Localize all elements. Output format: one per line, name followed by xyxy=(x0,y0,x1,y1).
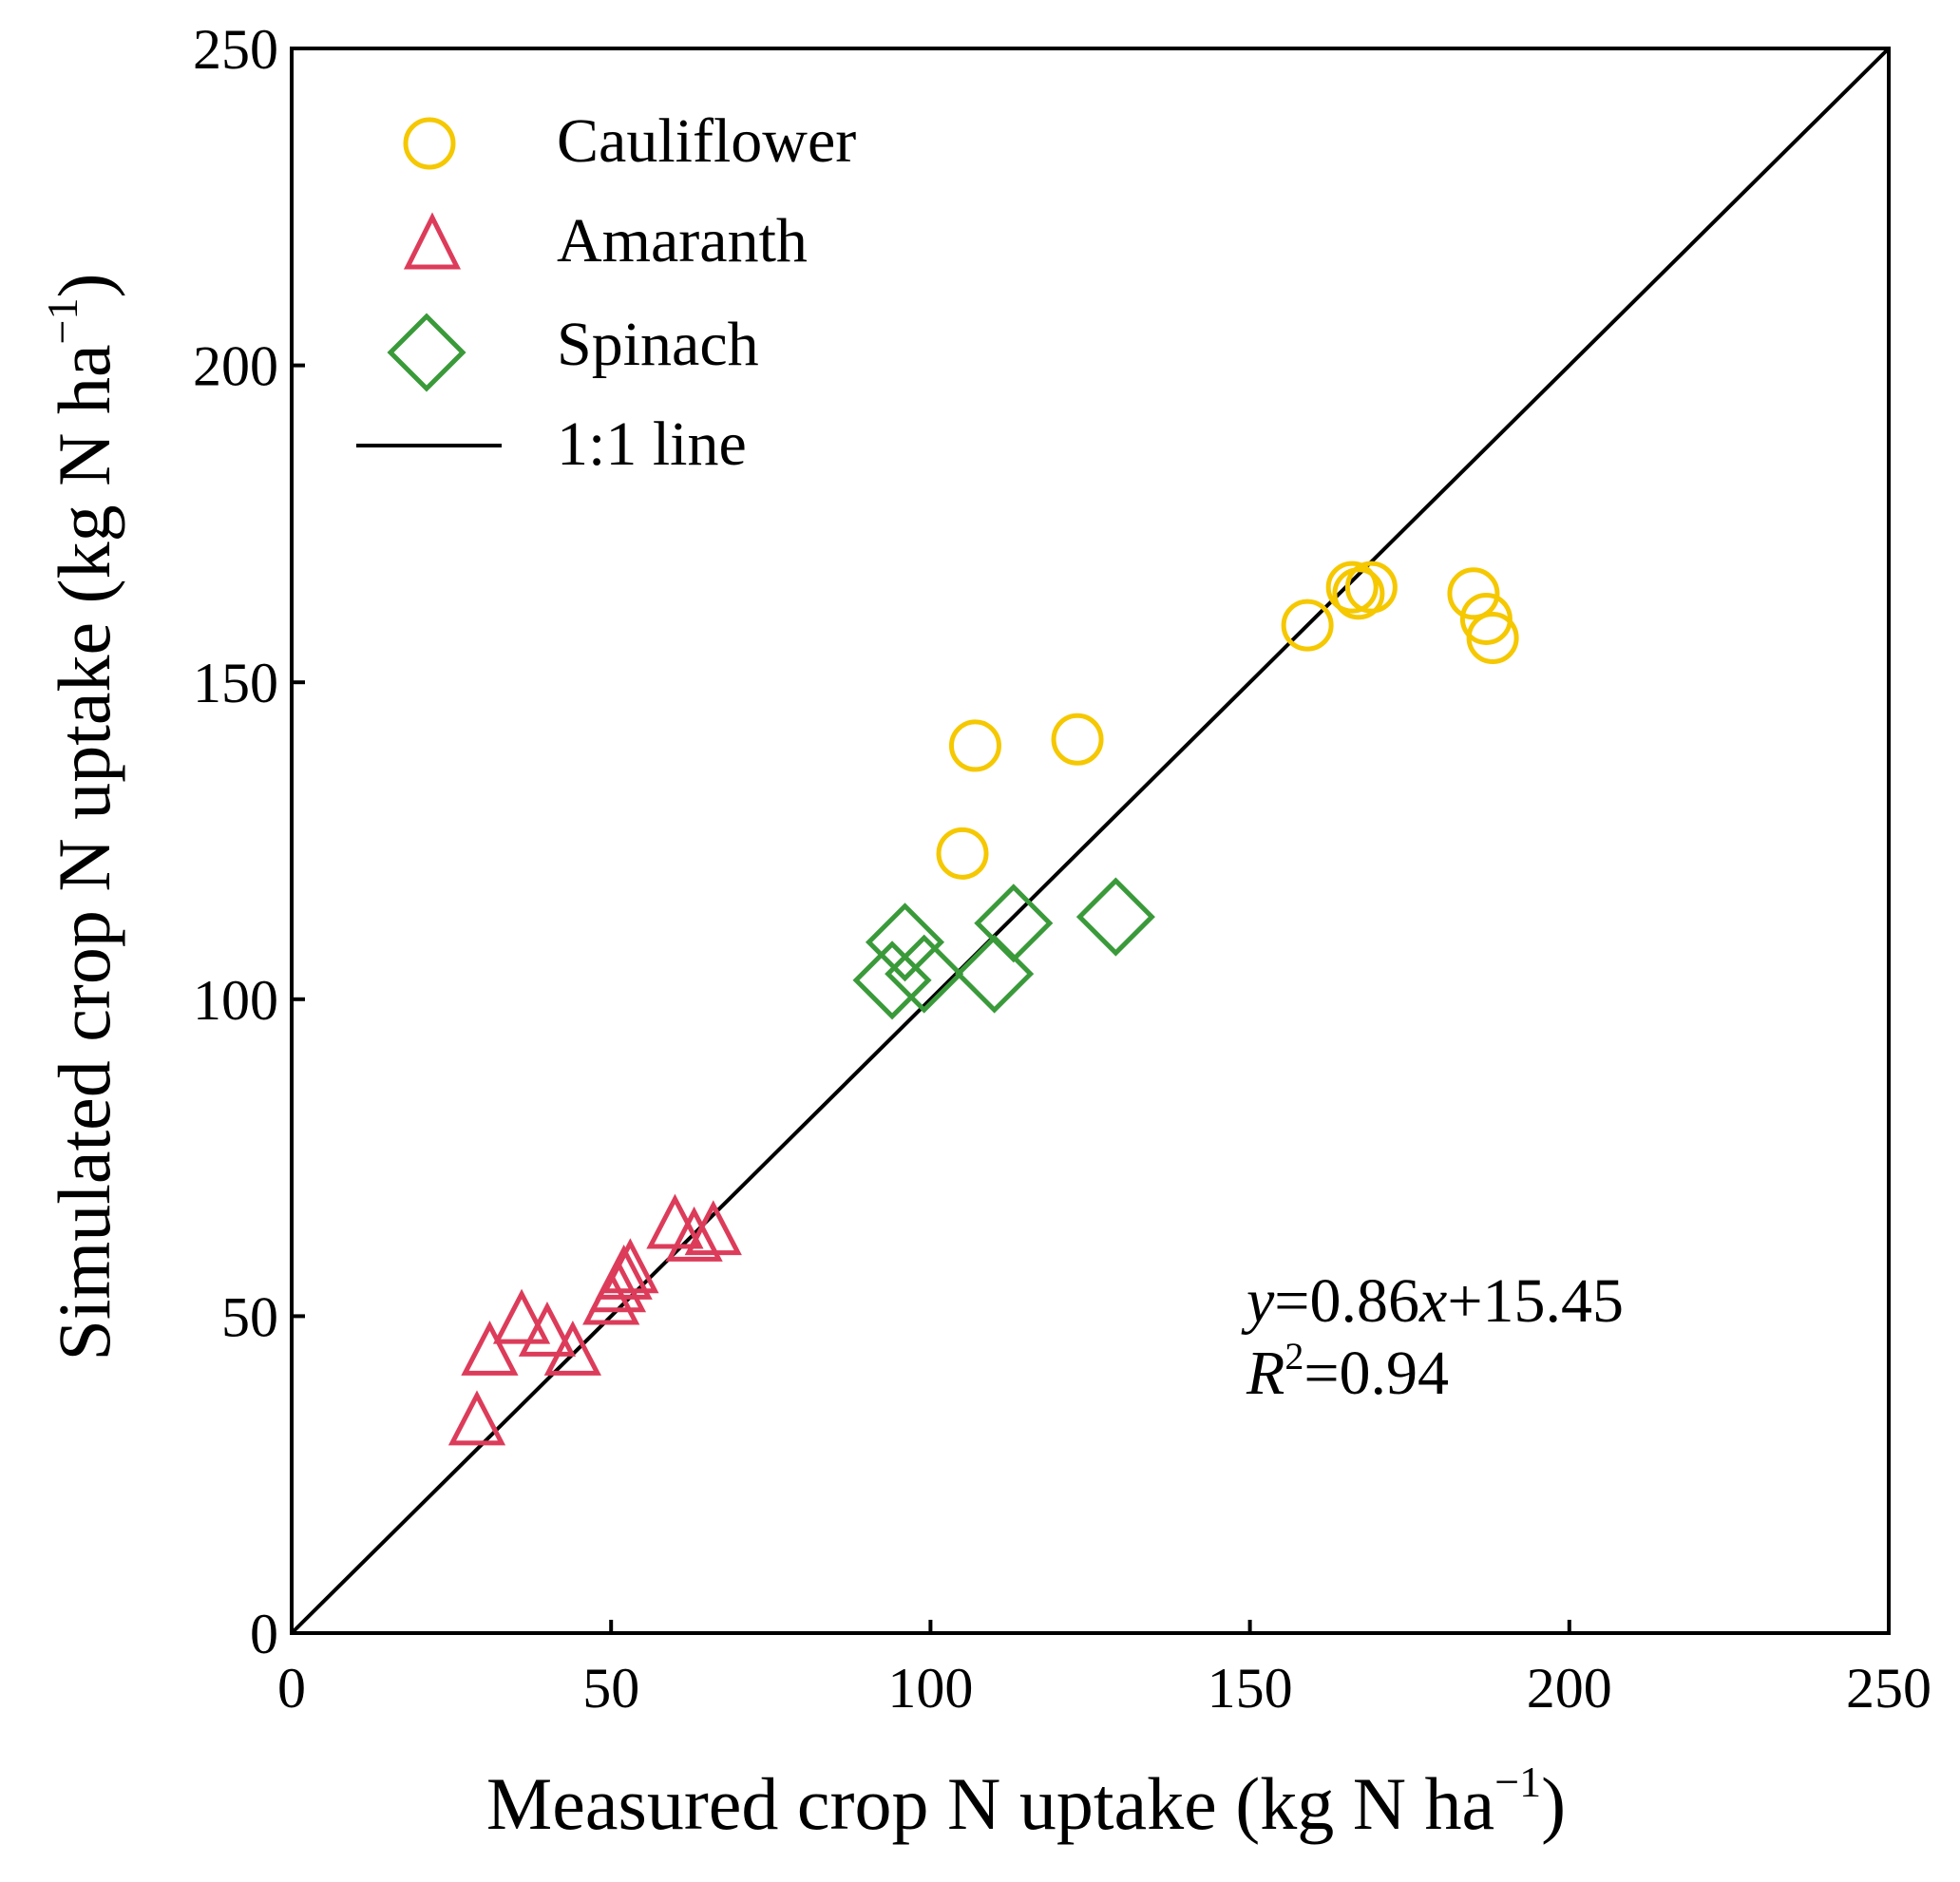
equation-x: x xyxy=(1418,1266,1447,1336)
point-cauliflower xyxy=(948,719,1001,772)
point-spinach xyxy=(1075,877,1155,957)
y-axis-label: Simulated crop N uptake (kg N ha−1) xyxy=(38,274,125,1361)
point-cauliflower xyxy=(936,827,989,880)
x-axis-label: Measured crop N uptake (kg N ha−1) xyxy=(486,1758,1566,1845)
x-axis-label-close: ) xyxy=(1541,1762,1566,1845)
x-tick-label: 100 xyxy=(887,1657,973,1720)
y-tick-label: 250 xyxy=(193,18,278,81)
x-axis-label-exponent: −1 xyxy=(1494,1758,1541,1806)
legend-marker-amaranth xyxy=(403,212,462,270)
legend-marker-spinach xyxy=(387,313,466,392)
point-amaranth xyxy=(595,1244,653,1300)
point-spinach xyxy=(955,934,1035,1014)
equation-intercept: +15.45 xyxy=(1447,1266,1624,1336)
x-axis-label-text: Measured crop N uptake (kg N ha xyxy=(486,1762,1494,1845)
plot-frame xyxy=(290,47,1891,1635)
legend-marker-cauliflower xyxy=(403,117,456,170)
point-amaranth xyxy=(447,1390,506,1446)
legend-label-spinach: Spinach xyxy=(557,310,759,379)
regression-equation: y=0.86x+15.45 xyxy=(1241,1266,1624,1336)
point-spinach xyxy=(885,934,964,1014)
r-squared-value: =0.94 xyxy=(1303,1339,1449,1408)
point-amaranth xyxy=(518,1301,577,1357)
point-cauliflower xyxy=(1281,599,1334,652)
data-marks xyxy=(290,47,1891,1635)
legend-label-cauliflower: Cauliflower xyxy=(557,106,856,176)
x-tick-label: 250 xyxy=(1846,1657,1931,1720)
y-tick-label: 50 xyxy=(221,1285,278,1348)
point-spinach xyxy=(865,903,945,982)
legend: Cauliflower Amaranth Spinach 1:1 line xyxy=(356,106,856,479)
y-axis-label-text: Simulated crop N uptake (kg N ha xyxy=(43,344,125,1360)
y-tick-label: 150 xyxy=(193,652,278,714)
axis-ticks: 0 50 100 150 200 250 0 50 100 150 200 250 xyxy=(193,18,1931,1720)
point-cauliflower xyxy=(1051,713,1104,766)
point-amaranth xyxy=(646,1193,704,1249)
legend-label-amaranth: Amaranth xyxy=(557,206,808,276)
y-tick-label: 200 xyxy=(193,335,278,398)
r-squared-exponent: 2 xyxy=(1284,1335,1303,1378)
point-cauliflower xyxy=(1344,561,1398,614)
r-squared: R2=0.94 xyxy=(1246,1335,1449,1408)
point-amaranth xyxy=(461,1321,519,1376)
point-cauliflower xyxy=(1466,611,1519,664)
x-tick-label: 200 xyxy=(1527,1657,1612,1720)
x-tick-label: 50 xyxy=(582,1657,639,1720)
y-axis-label-exponent: −1 xyxy=(38,297,86,344)
r-squared-symbol: R xyxy=(1246,1339,1284,1408)
legend-label-1-1-line: 1:1 line xyxy=(557,409,747,479)
point-cauliflower xyxy=(1325,561,1379,614)
equation-slope: =0.86 xyxy=(1274,1266,1419,1336)
point-amaranth xyxy=(684,1200,742,1256)
plot-frame-group xyxy=(290,47,1891,1635)
y-axis-label-close: ) xyxy=(43,274,125,298)
y-tick-label: 100 xyxy=(193,969,278,1032)
y-axis-label-group: Simulated crop N uptake (kg N ha−1) xyxy=(38,274,125,1361)
point-amaranth xyxy=(665,1206,723,1262)
x-tick-label: 0 xyxy=(277,1657,306,1720)
one-to-one-line xyxy=(290,47,1891,1635)
y-tick-label: 0 xyxy=(250,1603,278,1665)
point-amaranth xyxy=(543,1321,601,1376)
point-amaranth xyxy=(601,1238,659,1294)
point-amaranth xyxy=(492,1288,551,1344)
equation-y: y xyxy=(1241,1266,1275,1336)
x-tick-label: 150 xyxy=(1208,1657,1293,1720)
point-cauliflower xyxy=(1447,567,1500,620)
point-spinach xyxy=(974,884,1054,963)
